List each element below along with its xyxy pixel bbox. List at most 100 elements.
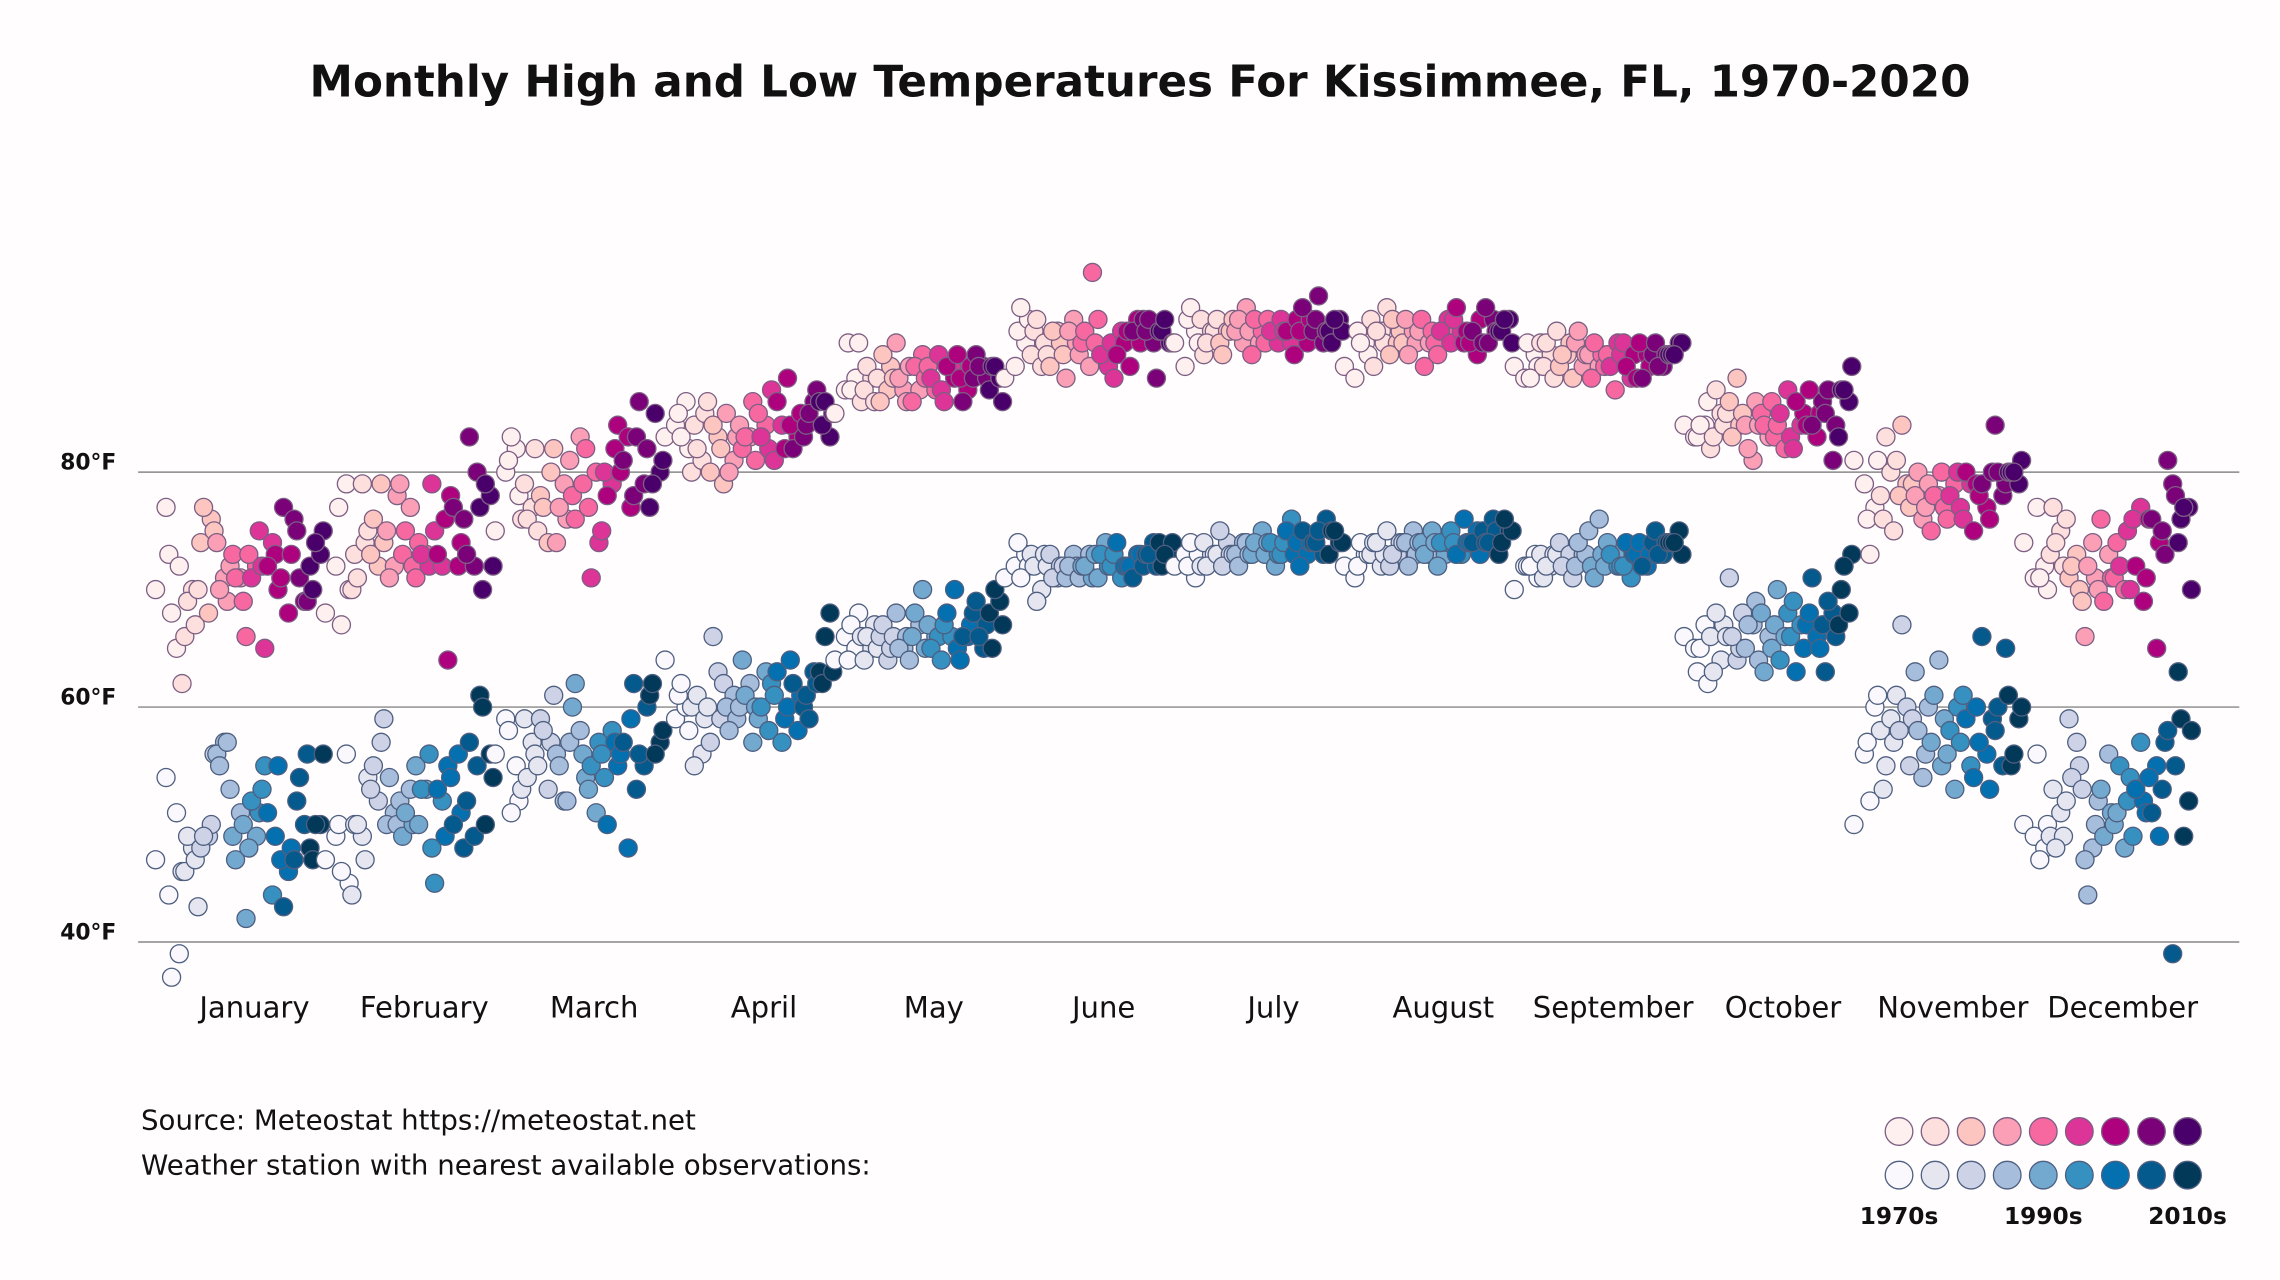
high-temp-dot (1867, 450, 1888, 471)
high-temp-dot (1834, 380, 1854, 400)
low-temp-dot (379, 767, 400, 788)
low-temp-dot (1494, 509, 1515, 529)
low-temp-dot (820, 603, 840, 623)
low-temp-dot (751, 697, 771, 717)
low-temp-dot (783, 673, 803, 694)
x-tick-label: March (550, 990, 639, 1024)
high-temp-dot (1414, 356, 1435, 377)
y-tick-label: 60°F (60, 685, 116, 710)
low-temp-dot (287, 791, 307, 811)
low-temp-dot (485, 744, 505, 764)
high-temp-dot (751, 427, 771, 447)
low-temp-dot (159, 885, 179, 905)
low-temp-dot (475, 814, 496, 835)
high-temp-dot (703, 415, 723, 435)
high-temp-dot (1284, 345, 1304, 365)
high-temp-dot (1870, 485, 1891, 506)
high-temp-dot (161, 603, 182, 623)
high-temp-dot (848, 333, 869, 353)
x-tick-label: January (197, 990, 309, 1024)
low-temp-dot (780, 650, 800, 670)
high-temp-dot (2030, 568, 2050, 588)
high-temp-dot (592, 521, 612, 541)
low-temp-dot (549, 756, 569, 776)
low-temp-dot (289, 767, 310, 788)
low-temp-dot (565, 673, 585, 694)
low-temp-dot (360, 779, 381, 799)
high-temp-dot (236, 626, 256, 647)
x-tick-label: October (1725, 990, 1841, 1024)
high-temp-dot (873, 345, 893, 365)
low-temp-dot (1008, 532, 1028, 553)
low-temp-dot (427, 779, 448, 799)
low-temp-dot (1950, 732, 1971, 752)
low-temp-dot (252, 779, 272, 799)
low-temp-dot (1818, 591, 1838, 612)
low-temp-dot (1011, 568, 1031, 588)
high-temp-dot (668, 403, 688, 424)
low-temp-dot (772, 732, 792, 752)
high-temp-dot (2004, 462, 2024, 482)
high-temp-dot (400, 497, 421, 518)
high-temp-dot (1242, 345, 1262, 365)
low-temp-dot (538, 779, 558, 799)
high-temp-dot (2056, 509, 2076, 529)
low-temp-dot (2078, 885, 2098, 905)
low-temp-dot (2072, 779, 2092, 799)
high-temp-dot (1011, 298, 1031, 318)
high-temp-dot (1802, 415, 1822, 435)
high-temp-dot (1738, 438, 1758, 459)
high-temp-dot (331, 615, 352, 635)
low-temp-dot (937, 603, 957, 623)
high-temp-dot (2123, 509, 2143, 529)
high-temp-dot (459, 427, 480, 447)
low-temp-dot (902, 626, 922, 647)
low-temp-dot (424, 873, 445, 893)
low-temp-dot (1998, 685, 2019, 705)
high-temp-dot (825, 403, 845, 424)
low-temp-dot (1027, 591, 1047, 612)
low-temp-dot (886, 603, 906, 623)
low-temp-dot (498, 720, 519, 741)
high-temp-dot (225, 568, 246, 588)
low-temp-dot (443, 814, 464, 835)
high-temp-dot (1043, 321, 1063, 341)
high-temp-dot (326, 556, 346, 576)
low-temp-dot (969, 626, 989, 647)
high-temp-dot (1568, 321, 1588, 341)
low-temp-dot (1786, 662, 1806, 682)
low-temp-dot (1889, 720, 1909, 741)
high-temp-dot (645, 403, 665, 424)
high-temp-dot (578, 497, 599, 518)
high-temp-dot (560, 450, 580, 471)
low-temp-dot (193, 826, 214, 846)
low-temp-dot (953, 626, 973, 647)
high-temp-dot (1828, 427, 1849, 447)
low-temp-dot (815, 626, 835, 647)
low-temp-dot (743, 732, 763, 752)
high-temp-dot (716, 403, 736, 424)
low-temp-dot (297, 744, 317, 764)
high-temp-dot (1120, 356, 1140, 377)
high-temp-dot (1164, 333, 1185, 353)
high-temp-dot (1921, 521, 1941, 541)
legend-marker (1956, 1160, 1986, 1190)
high-temp-dot (1088, 309, 1108, 330)
low-temp-dot (2142, 803, 2162, 823)
high-temp-dot (576, 438, 596, 459)
low-temp-dot (1985, 720, 2005, 741)
low-temp-dot (2027, 744, 2047, 764)
low-temp-dot (422, 838, 442, 858)
high-temp-dot (411, 544, 432, 565)
high-temp-dot (1104, 368, 1124, 388)
high-temp-dot (514, 474, 535, 494)
low-temp-dot (992, 615, 1013, 635)
legend-marker (1992, 1117, 2022, 1146)
high-temp-dot (1212, 345, 1233, 365)
low-temp-dot (448, 744, 468, 764)
high-temp-dot (1107, 345, 1127, 365)
low-temp-dot (315, 850, 336, 870)
low-temp-dot (1972, 626, 1992, 647)
high-temp-dot (395, 521, 416, 541)
high-temp-dot (2136, 568, 2156, 588)
